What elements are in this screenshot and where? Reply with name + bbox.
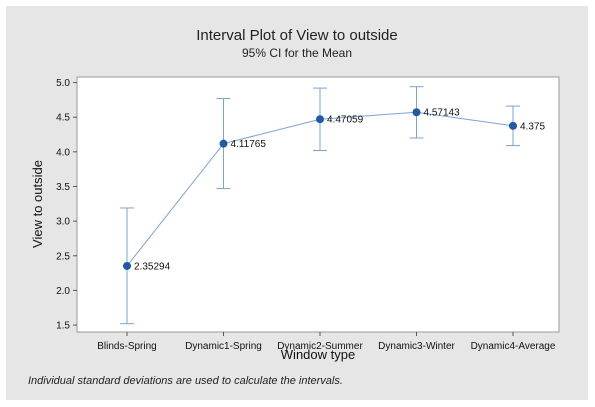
y-tick-label: 2.0 [56, 286, 70, 297]
mean-data-label: 4.11765 [231, 139, 267, 150]
y-tick-label: 4.5 [56, 113, 70, 124]
mean-data-label: 4.47059 [327, 115, 364, 126]
series-layer: 2.35294 4.11765 4.47059 4.57143 4.375 [120, 86, 545, 325]
y-tick-label: 4.0 [56, 147, 70, 158]
chart-subtitle: 95% CI for the Mean [242, 46, 352, 60]
mean-point [316, 115, 324, 124]
y-axis-label: View to outside [30, 160, 45, 248]
x-tick-label: Dynamic3-Winter [378, 341, 455, 352]
interval-plot: Interval Plot of View to outside 95% CI … [28, 27, 560, 387]
mean-point [219, 139, 228, 148]
mean-point [123, 261, 131, 270]
y-tick-label: 3.5 [56, 182, 70, 193]
x-axis-label: Window type [281, 347, 355, 362]
x-tick-label: Dynamic1-Spring [185, 341, 262, 352]
x-tick-label: Dynamic2-Summer [277, 341, 363, 352]
mean-point [509, 121, 517, 130]
chart-frame: Interval Plot of View to outside 95% CI … [6, 6, 588, 400]
chart-title: Interval Plot of View to outside [196, 27, 398, 44]
y-tick-label: 5.0 [56, 78, 70, 89]
y-tick-label: 2.5 [56, 251, 70, 262]
y-tick-label: 3.0 [56, 217, 70, 228]
mean-data-label: 2.35294 [134, 261, 171, 272]
plot-area [76, 76, 560, 333]
footnote: Individual standard deviations are used … [28, 375, 343, 387]
mean-data-label: 4.57143 [424, 108, 461, 119]
x-axis: Blinds-Spring Dynamic1-Spring Dynamic2-Sum… [97, 332, 556, 352]
x-tick-label: Blinds-Spring [97, 341, 156, 352]
x-tick-label: Dynamic4-Average [471, 341, 556, 352]
y-axis: 1.5 2.0 2.5 3.0 3.5 4.0 4.5 5.0 [56, 78, 77, 332]
y-tick-label: 1.5 [56, 321, 70, 332]
mean-point [412, 108, 421, 117]
mean-data-label: 4.375 [520, 121, 545, 132]
